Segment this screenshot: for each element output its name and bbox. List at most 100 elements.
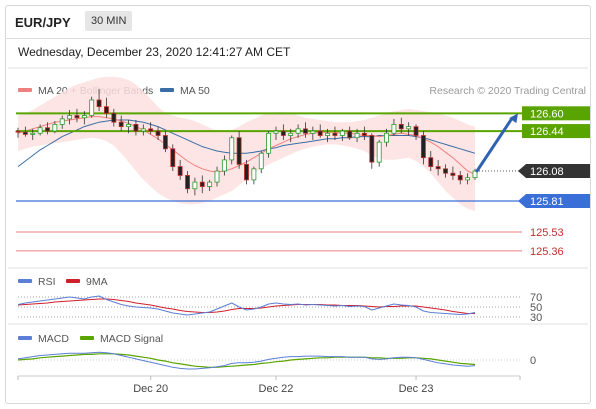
candle-body (229, 137, 235, 161)
candle (420, 131, 426, 165)
rsi-legend-label: RSI (38, 276, 56, 288)
macd-legend-swatch (18, 336, 32, 340)
support-label-box-125.81 (518, 193, 590, 208)
candle-body (369, 135, 375, 163)
candle (295, 124, 301, 138)
candle (244, 159, 249, 185)
candle (96, 88, 102, 112)
candle-body (170, 148, 176, 167)
candle-body (221, 159, 227, 172)
candle (221, 155, 227, 176)
candle (148, 122, 154, 135)
forecast-arrow-head (509, 113, 518, 124)
candle (317, 124, 323, 138)
candle-body (244, 163, 249, 181)
candle-body (354, 132, 360, 139)
candle-body (45, 127, 50, 132)
current-price-box (518, 164, 590, 179)
rsi-level-label-30: 30 (530, 312, 542, 324)
ma50-legend-swatch (160, 88, 174, 92)
candle-body (37, 127, 43, 134)
x-tick-label-Dec 20: Dec 20 (133, 383, 168, 395)
ma50-legend-label: MA 50 (180, 85, 210, 97)
candle-body (214, 170, 220, 183)
candle (111, 108, 117, 127)
candle (339, 128, 345, 142)
credit-text: Research © 2020 Trading Central (429, 85, 586, 97)
candle-body (185, 175, 190, 190)
candle-body (155, 130, 161, 136)
candle-body (199, 181, 205, 187)
candle-body (420, 135, 426, 159)
candle-body (443, 168, 448, 174)
candle (214, 166, 220, 187)
rsi-level-label-70: 70 (530, 292, 542, 304)
candle (199, 175, 205, 194)
current-price-label: 126.08 (530, 166, 564, 178)
candle-body (162, 135, 168, 150)
candle-body (413, 126, 419, 136)
candle (45, 122, 50, 135)
x-tick-label-Dec 23: Dec 23 (399, 383, 434, 395)
candle (59, 115, 65, 129)
candle (369, 133, 375, 169)
candle (67, 109, 73, 125)
candle-body (332, 132, 338, 136)
candle (15, 127, 21, 138)
candle-body (89, 99, 95, 116)
candle (376, 139, 382, 167)
pivot-label-125.53: 125.53 (530, 227, 564, 239)
candle (140, 124, 146, 136)
pair-title: EUR/JPY (15, 15, 71, 30)
candle-body (30, 132, 36, 135)
rsi-level-label-50: 50 (530, 302, 542, 314)
candle-body (133, 124, 139, 132)
candle-body (111, 112, 117, 123)
candle (74, 108, 80, 123)
candle (310, 126, 316, 140)
chart-datetime: Wednesday, December 23, 2020 12:41:27 AM… (18, 45, 291, 59)
candle (192, 177, 198, 196)
macd-legend-label: MACD (38, 333, 69, 345)
chart-header: EUR/JPY 30 MIN (5, 5, 591, 39)
candle (207, 179, 213, 191)
candle-body (207, 181, 213, 187)
candle-body (465, 177, 471, 181)
candle (413, 124, 419, 140)
candle-body (362, 132, 367, 136)
pivot-label-125.36: 125.36 (530, 246, 564, 258)
candle (155, 126, 161, 140)
candle-body (52, 124, 58, 132)
support-label-125.81: 125.81 (530, 196, 564, 208)
candle-body (457, 175, 463, 181)
candle (472, 168, 478, 180)
candle-body (59, 118, 65, 125)
candle (398, 117, 404, 134)
candle-body (472, 170, 478, 179)
candle (266, 131, 272, 158)
candle-body (435, 166, 441, 170)
candle-body (391, 124, 397, 134)
candle (450, 166, 456, 180)
chart-card (5, 5, 591, 404)
macd-signal-line (17, 353, 476, 368)
candle (406, 122, 412, 136)
candle-body (251, 168, 257, 181)
candle (273, 126, 279, 140)
rsi-legend-swatch (18, 279, 32, 283)
candle (332, 126, 338, 140)
macd-signal-legend-label: MACD Signal (100, 333, 163, 345)
candle-body (258, 152, 264, 170)
rsi9-legend-label: 9MA (86, 276, 108, 288)
candle-body (347, 130, 353, 139)
ma20-legend-swatch (18, 88, 32, 92)
macd-zero-label: 0 (530, 355, 536, 367)
candle (162, 131, 168, 153)
candle-body (450, 172, 456, 176)
timeframe-badge[interactable]: 30 MIN (85, 11, 133, 31)
candle-body (22, 131, 28, 135)
resistance-label-box-126.44 (522, 124, 590, 139)
candle (288, 128, 294, 143)
candle-body (192, 181, 198, 190)
candle (30, 128, 36, 140)
